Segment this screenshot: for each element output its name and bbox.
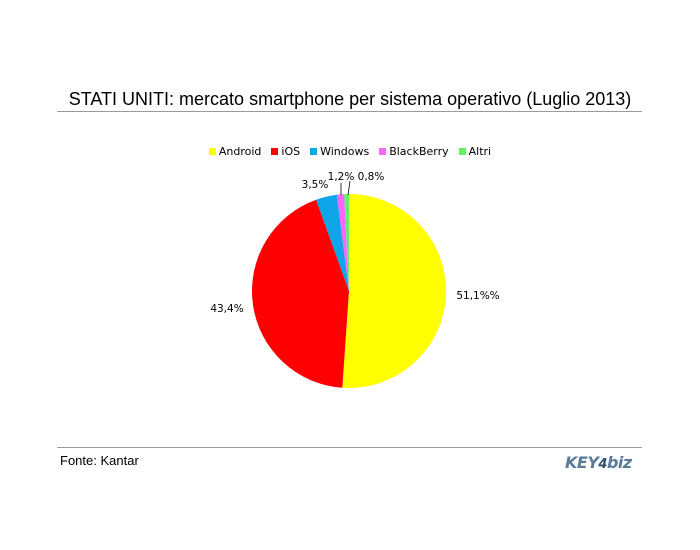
legend-label-android: Android	[218, 145, 262, 158]
legend-item-blackberry: BlackBerry	[379, 145, 449, 158]
chart-title: STATI UNITI: mercato smartphone per sist…	[68, 89, 632, 109]
legend-item-ios: iOS	[271, 145, 300, 158]
data-label-ios: 43,4%	[210, 303, 243, 315]
data-label-altri: 0,8%	[358, 171, 385, 183]
legend-label-windows: Windows	[320, 145, 370, 158]
pie-slice-android	[342, 194, 446, 388]
data-label-android: 51,1%%	[456, 290, 499, 302]
data-label-windows: 3,5%	[302, 179, 329, 191]
leader-line-altri	[347, 180, 351, 196]
source-note: Fonte: Kantar	[60, 453, 139, 468]
legend-item-android: Android	[208, 145, 262, 158]
pie-slice-altri	[344, 194, 349, 291]
pie-slices	[251, 194, 446, 388]
legend-swatch-blackberry	[379, 148, 387, 155]
legend-item-windows: Windows	[310, 145, 369, 158]
chart-legend: Android iOS Windows BlackBerry Altri	[0, 145, 700, 158]
legend-item-altri: Altri	[458, 145, 492, 158]
title-divider	[57, 111, 642, 112]
legend-label-altri: Altri	[468, 145, 492, 158]
legend-label-ios: iOS	[281, 145, 301, 158]
pie-slice-windows	[316, 194, 349, 291]
legend-swatch-altri	[458, 148, 466, 155]
legend-label-blackberry: BlackBerry	[389, 145, 449, 158]
leader-lines	[340, 180, 351, 196]
legend-swatch-windows	[310, 148, 318, 155]
logo-part-num: 4	[598, 457, 607, 472]
legend-swatch-ios	[271, 148, 279, 155]
pie-slice-ios	[251, 199, 349, 388]
logo-part-pre: KEY	[565, 453, 599, 472]
key4biz-logo: KEY4biz	[565, 453, 632, 472]
data-labels: 51,1%% 43,4% 3,5%1,2% 0,8%	[210, 171, 499, 315]
footer-divider	[57, 447, 642, 448]
pie-slice-blackberry	[336, 194, 349, 291]
logo-part-post: biz	[606, 453, 632, 472]
data-label-blackberry: 1,2%	[328, 171, 355, 183]
legend-swatch-android	[208, 148, 216, 155]
